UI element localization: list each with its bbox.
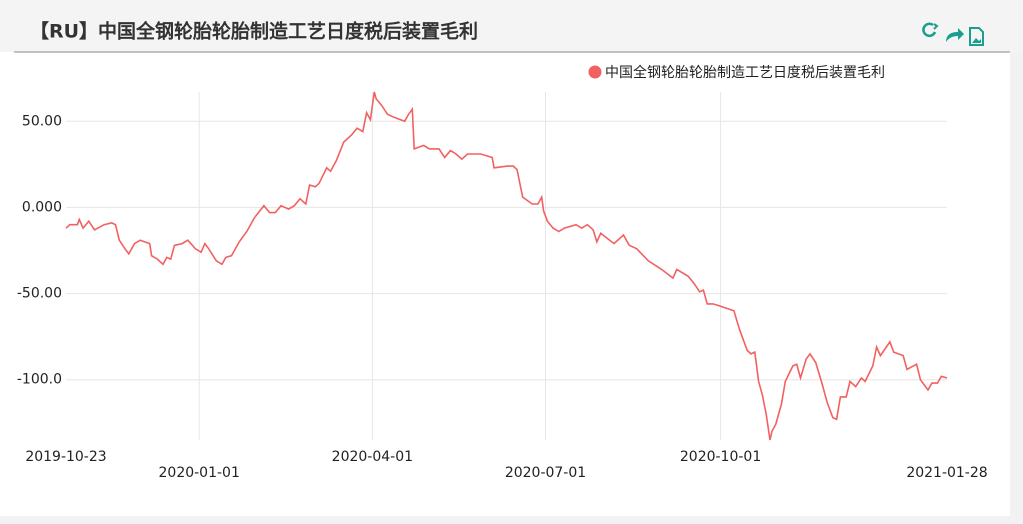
y-tick-label: -100.0 [17, 372, 62, 388]
image-icon-glyph [972, 38, 981, 43]
chart-title: 【RU】中国全钢轮胎轮胎制造工艺日度税后装置毛利 [30, 20, 478, 43]
x-tick-label: 2020-07-01 [505, 465, 586, 481]
y-tick-label: 0.000 [22, 199, 62, 215]
share-icon[interactable] [946, 28, 964, 42]
header-bg [0, 0, 1023, 52]
legend-marker [588, 65, 602, 79]
x-tick-label: 2020-10-01 [680, 449, 761, 465]
image-icon[interactable] [969, 27, 984, 46]
y-tick-label: 50.00 [22, 113, 62, 129]
toolbar[interactable] [922, 22, 984, 46]
x-tick-label: 2021-01-28 [906, 465, 987, 481]
panel-bg [0, 52, 1010, 516]
refresh-arrow [933, 23, 939, 30]
x-tick-label: 2020-01-01 [159, 465, 240, 481]
x-tick-label: 2020-04-01 [332, 449, 413, 465]
legend-label: 中国全钢轮胎轮胎制造工艺日度税后装置毛利 [605, 64, 885, 81]
x-tick-label: 2019-10-23 [25, 449, 106, 465]
y-tick-label: -50.00 [17, 286, 62, 302]
refresh-icon[interactable] [922, 22, 937, 38]
series-line [65, 91, 948, 441]
